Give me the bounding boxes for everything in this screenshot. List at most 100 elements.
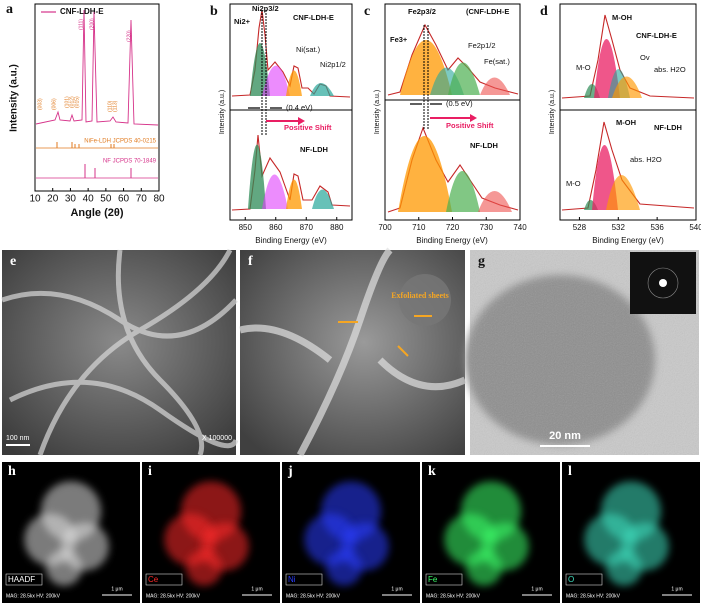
panel-e: e 100 nm X 100000 (1, 248, 239, 456)
panel-label: j (287, 464, 293, 479)
panel-label: l (568, 464, 572, 479)
panel-label: f (248, 254, 253, 269)
peak-label: (111) (78, 19, 84, 30)
annotation: NF-LDH (470, 141, 498, 150)
x-tick-label: 536 (650, 223, 664, 232)
annotation: (0.5 eV) (446, 99, 473, 108)
plot-frame (34, 3, 160, 192)
panel-b: b Ni2+ Ni2p3/2 CNF-LDH-E Ni(sat.) Ni2p1/… (210, 3, 353, 245)
annotation: Ov (640, 53, 650, 62)
plot-frame (229, 3, 353, 221)
element-tag: HAADF (8, 575, 35, 584)
annotation: Fe2p3/2 (408, 7, 436, 16)
x-tick-label: 20 (47, 194, 59, 205)
annotation: Ni2p1/2 (320, 60, 346, 69)
peak-area (448, 62, 480, 95)
x-axis-label: Angle (2θ) (70, 207, 123, 219)
peak-area (606, 175, 640, 210)
panel-label: i (148, 464, 152, 479)
panel-label: b (210, 4, 218, 19)
spectrum-fit (561, 14, 695, 99)
peak-area (248, 144, 266, 209)
peak-labels: (003) (006) (101) (012) (015) (111) (200… (37, 18, 132, 112)
scale-label: 20 nm (549, 430, 581, 442)
sheet-region (399, 274, 451, 326)
scale-label: 100 nm (6, 435, 30, 442)
annotation: M-O (566, 179, 581, 188)
peak-area (478, 191, 512, 212)
saed-spot (659, 279, 667, 287)
sem-texture (239, 247, 467, 457)
peak-label: (006) (51, 98, 57, 110)
peak-area (262, 174, 288, 209)
annotation: M-OH (616, 118, 636, 127)
x-tick-label: 730 (480, 223, 494, 232)
x-tick-label: 30 (65, 194, 77, 205)
x-tick-label: 50 (100, 194, 112, 205)
reference-sticks (56, 142, 115, 148)
peak-label: (200) (89, 18, 95, 30)
map-signal (46, 549, 83, 586)
map-footer: MAG: 28.5kx HV: 200kV (286, 593, 341, 599)
panel-d: d M-OH CNF-LDH-E M-O Ov abs. H2O M-OH NF… (540, 3, 697, 245)
scale-label: 1 μm (391, 586, 402, 592)
element-tag: O (568, 575, 574, 584)
map-signal (466, 549, 503, 586)
annotation: CNF-LDH-E (636, 31, 677, 40)
x-axis-label: Binding Energy (eV) (592, 236, 664, 245)
peak-label: (012) (69, 96, 75, 108)
element-tag: Ni (288, 575, 296, 584)
x-tick-label: 40 (83, 194, 95, 205)
peak-label: (220) (126, 30, 132, 42)
annotation: CNF-LDH-E (293, 13, 334, 22)
x-axis-label: Binding Energy (eV) (255, 236, 327, 245)
peak-area (310, 83, 334, 96)
annotation: Positive Shift (446, 121, 494, 130)
element-tag-bg (285, 573, 323, 586)
peak-label: (113) (112, 100, 118, 112)
peak-label: (110) (107, 100, 113, 112)
annotation: Fe3+ (390, 35, 408, 44)
annotation: M-OH (612, 13, 632, 22)
map-signal (606, 549, 643, 586)
map-signal (186, 549, 223, 586)
arrows (338, 315, 432, 357)
panel-label: k (428, 464, 436, 479)
arrow-head (298, 117, 305, 125)
element-tag-bg (565, 573, 603, 586)
annotation: abs. H2O (630, 155, 662, 164)
scale-label: 1 μm (671, 586, 682, 592)
arrow-head (470, 114, 477, 122)
peak-label: (003) (37, 98, 43, 110)
y-axis-label: Intensity (a.u.) (9, 64, 20, 132)
x-tick-label: 710 (412, 223, 426, 232)
panel-label: g (478, 254, 485, 269)
x-tick-label: 10 (29, 194, 41, 205)
map-footer: MAG: 28.5kx HV: 200kV (566, 593, 621, 599)
scale-label: 1 μm (111, 586, 122, 592)
xrd-curve (35, 9, 159, 126)
annotation: abs. H2O (654, 65, 686, 74)
panel-label: e (10, 254, 16, 269)
x-tick-label: 850 (239, 223, 253, 232)
peak-label: (015) (74, 96, 80, 108)
x-tick-label: 70 (136, 194, 148, 205)
element-tag: Fe (428, 575, 438, 584)
annotation: NF-LDH (300, 145, 328, 154)
x-tick-label: 700 (378, 223, 392, 232)
peak-area (286, 179, 302, 209)
map-footer: MAG: 28.5kx HV: 200kV (6, 593, 61, 599)
x-tick-label: 80 (153, 194, 165, 205)
reference-label: NF JCPDS 70-1849 (103, 159, 157, 165)
saed-ring (647, 267, 679, 299)
annotation: M-O (576, 63, 591, 72)
x-tick-label: 870 (300, 223, 314, 232)
magnification: X 100000 (202, 435, 232, 442)
annotation: NF-LDH (654, 123, 682, 132)
peak-area (398, 136, 452, 212)
x-axis-label: Binding Energy (eV) (416, 236, 488, 245)
annotation: (CNF-LDH-E (466, 7, 509, 16)
panel-label: a (6, 2, 13, 17)
annotation: Ni2p3/2 (252, 4, 279, 13)
panel-f: f Exfoliated sheets (239, 247, 467, 457)
